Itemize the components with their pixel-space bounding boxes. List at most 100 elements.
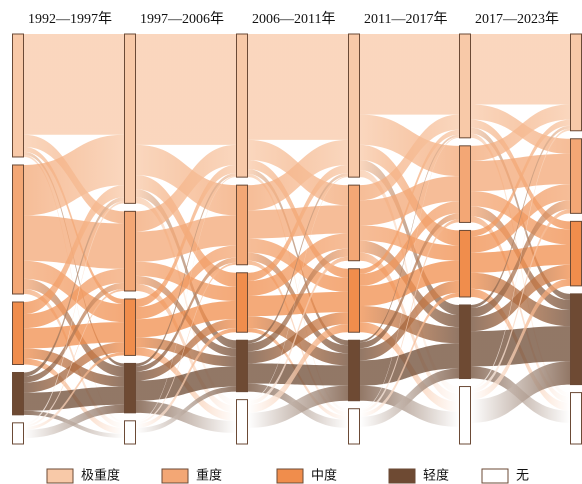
legend-label: 重度 (196, 468, 222, 484)
flow (136, 386, 236, 433)
node (348, 339, 360, 402)
flow (471, 34, 570, 105)
node (570, 392, 582, 445)
flow (24, 404, 124, 438)
flow (248, 34, 348, 140)
flow (24, 288, 124, 427)
node (348, 408, 360, 445)
node (459, 229, 471, 298)
flow (360, 34, 459, 115)
node (348, 268, 360, 333)
flow (471, 326, 570, 367)
flow (24, 134, 124, 216)
flow (360, 213, 459, 349)
flow (471, 209, 570, 393)
flow (360, 114, 459, 177)
flow (471, 422, 570, 444)
flow (248, 233, 348, 296)
flow (471, 104, 570, 161)
flow (360, 343, 459, 386)
legend-swatch (46, 468, 74, 484)
flow (471, 119, 570, 237)
flow (360, 201, 459, 286)
flow (136, 245, 236, 320)
flow (360, 114, 459, 201)
node (124, 298, 136, 356)
node (124, 210, 136, 292)
node (348, 33, 360, 178)
flow (24, 201, 124, 425)
flow (471, 278, 570, 400)
flow (248, 256, 348, 405)
flow (24, 282, 124, 383)
node (570, 33, 582, 132)
legend-swatch (161, 468, 189, 484)
flow (360, 280, 459, 361)
flow (136, 319, 236, 381)
flow (471, 184, 570, 253)
node (12, 301, 24, 365)
flow (136, 197, 236, 406)
flow (471, 216, 570, 403)
node (570, 138, 582, 214)
flow (360, 134, 459, 343)
node (12, 371, 24, 416)
node (459, 145, 471, 223)
period-label: 1992—1997年 (28, 11, 112, 27)
flow (136, 257, 236, 372)
flow (136, 34, 236, 145)
node (12, 33, 24, 158)
node (12, 164, 24, 295)
flow (360, 219, 459, 413)
legend-swatch (388, 468, 416, 484)
flow (471, 153, 570, 192)
node (124, 362, 136, 414)
flow (471, 125, 570, 308)
period-label: 2017—2023年 (475, 11, 559, 27)
flow (136, 173, 236, 367)
flow (248, 248, 348, 352)
period-label: 2011—2017年 (364, 11, 447, 27)
flow (136, 165, 236, 308)
node (236, 184, 248, 266)
flow (24, 185, 124, 315)
flow (360, 426, 459, 444)
flow (248, 427, 348, 444)
flow (136, 432, 236, 444)
legend-label: 轻度 (423, 468, 449, 484)
node (570, 293, 582, 386)
node (236, 33, 248, 178)
flow (360, 385, 459, 427)
node (236, 399, 248, 445)
flow (471, 128, 570, 389)
legend-swatch (276, 468, 304, 484)
flow (136, 262, 236, 424)
flow (471, 264, 570, 332)
flow (360, 136, 459, 410)
flow (248, 165, 348, 281)
flow (24, 437, 124, 444)
flow (24, 342, 124, 393)
period-label: 1997—2006年 (140, 11, 224, 27)
node (570, 220, 582, 287)
node (236, 339, 248, 393)
node (459, 33, 471, 139)
flow (136, 144, 236, 232)
flow (24, 215, 124, 269)
flow (136, 400, 236, 433)
period-label: 2006—2011年 (252, 11, 335, 27)
flow (248, 385, 348, 428)
flow (360, 368, 459, 427)
node (348, 184, 360, 262)
flow (248, 174, 348, 412)
legend-swatch (481, 468, 509, 484)
node (12, 422, 24, 445)
flow (24, 268, 124, 329)
node (459, 386, 471, 445)
node (459, 304, 471, 380)
flow (471, 361, 570, 423)
flow (248, 173, 348, 344)
flow (248, 324, 348, 413)
flow (24, 352, 124, 430)
flow (248, 139, 348, 211)
